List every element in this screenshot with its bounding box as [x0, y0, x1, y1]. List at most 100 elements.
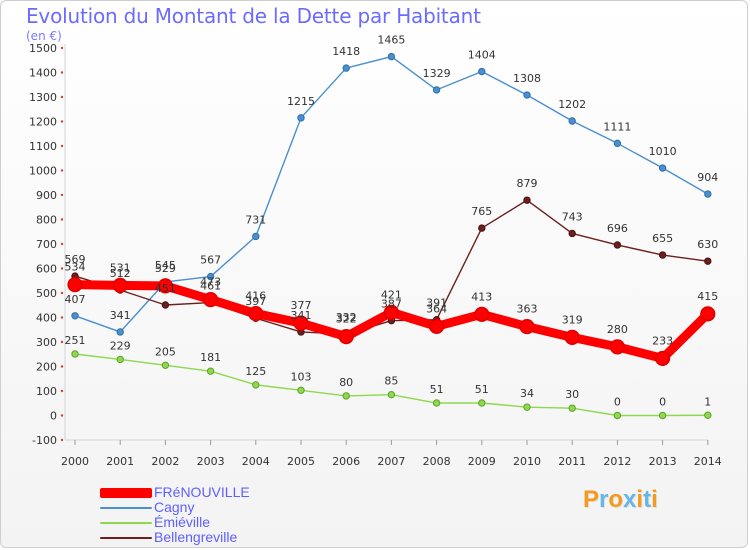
- y-tick-label: 1500: [29, 42, 57, 55]
- legend-label-emieville: Émiéville: [154, 514, 211, 530]
- y-tick-mark: [60, 316, 64, 319]
- data-label-series-2: 80: [339, 376, 353, 389]
- chart-title: Evolution du Montant de la Dette par Hab…: [26, 4, 481, 28]
- data-label-series-2: 30: [565, 388, 579, 401]
- y-tick-label: 0: [50, 410, 57, 423]
- data-label-series-1: 545: [155, 259, 176, 272]
- x-tick-label: 2006: [332, 455, 360, 468]
- series-point-1: [523, 91, 531, 99]
- y-tick-label: 900: [36, 189, 57, 202]
- y-tick-mark: [60, 120, 64, 123]
- brand-letter: i: [636, 486, 644, 513]
- x-tick-label: 2001: [106, 455, 134, 468]
- data-label-series-2: 51: [430, 383, 444, 396]
- series-point-3: [568, 229, 576, 238]
- data-label-series-3: 765: [471, 205, 492, 218]
- x-tick-label: 2005: [287, 455, 315, 468]
- series-point-1: [432, 86, 441, 94]
- y-tick-mark: [60, 389, 64, 393]
- y-tick-mark: [60, 46, 64, 50]
- data-label-series-2: 1: [704, 395, 711, 408]
- series-point-2: [342, 392, 350, 400]
- series-point-1: [252, 232, 260, 241]
- series-point-2: [297, 386, 305, 394]
- data-label-series-0: 421: [381, 288, 402, 301]
- series-point-0: [338, 329, 354, 345]
- series-point-3: [478, 224, 486, 232]
- series-point-0: [112, 277, 128, 294]
- series-point-0: [564, 329, 580, 345]
- brand-letter: x: [623, 486, 637, 513]
- data-label-series-3: 655: [652, 232, 673, 245]
- data-label-series-3: 332: [336, 311, 357, 324]
- y-tick-label: 1000: [29, 165, 57, 178]
- data-label-series-2: 181: [200, 351, 221, 364]
- x-tick-label: 2002: [151, 455, 179, 468]
- legend-label-bellengreville: Bellengreville: [154, 529, 238, 545]
- data-label-series-3: 397: [245, 295, 266, 308]
- series-point-0: [383, 304, 400, 320]
- data-label-series-3: 451: [155, 282, 176, 295]
- data-label-series-1: 1202: [558, 98, 586, 111]
- series-point-2: [658, 411, 667, 420]
- series-point-3: [523, 196, 531, 204]
- series-point-2: [387, 390, 396, 399]
- y-tick-mark: [60, 95, 64, 99]
- data-label-series-1: 1215: [287, 95, 315, 108]
- data-label-series-0: 364: [426, 302, 447, 315]
- brand-letter: t: [643, 486, 652, 513]
- chart-ticks: -100010020030040050060070080090010001100…: [29, 42, 722, 468]
- y-tick-mark: [60, 365, 64, 368]
- series-point-0: [474, 306, 490, 322]
- data-label-series-0: 280: [607, 323, 628, 336]
- data-label-series-1: 567: [200, 254, 221, 267]
- data-label-series-3: 512: [110, 267, 131, 280]
- series-point-0: [157, 278, 173, 294]
- series-point-2: [252, 381, 260, 389]
- y-tick-mark: [60, 291, 64, 295]
- y-tick-label: 600: [36, 263, 57, 276]
- data-label-series-1: 1308: [513, 72, 541, 85]
- data-label-series-2: 103: [291, 370, 312, 383]
- data-label-series-0: 534: [65, 261, 86, 274]
- series-point-2: [161, 361, 170, 369]
- series-point-2: [432, 399, 441, 407]
- x-tick-label: 2011: [558, 455, 586, 468]
- series-point-0: [609, 339, 626, 355]
- x-tick-label: 2008: [423, 455, 451, 468]
- series-point-1: [387, 52, 396, 61]
- y-tick-mark: [60, 218, 64, 221]
- legend-swatch-bellengreville: [100, 536, 152, 539]
- series-point-2: [71, 350, 79, 358]
- data-label-series-0: 377: [291, 299, 312, 312]
- y-tick-label: 500: [36, 287, 57, 300]
- series-point-2: [568, 404, 576, 412]
- series-point-0: [67, 277, 83, 293]
- x-tick-label: 2009: [468, 455, 496, 468]
- series-point-3: [704, 257, 712, 265]
- series-point-2: [704, 411, 712, 419]
- series-point-0: [203, 292, 219, 308]
- legend-swatch-frenouville: [100, 487, 152, 498]
- data-label-series-0: 531: [110, 261, 131, 274]
- data-label-series-3: 569: [65, 253, 86, 266]
- y-tick-label: 300: [36, 336, 57, 349]
- data-label-series-0: 233: [652, 334, 673, 347]
- series-point-1: [613, 139, 622, 148]
- series-point-3: [161, 301, 170, 309]
- data-label-series-1: 1329: [423, 67, 451, 80]
- data-label-series-1: 341: [110, 309, 131, 322]
- chart-data-labels: 534 531 529 473 416 377 322 421 364 413 363 319 280 2…: [65, 34, 719, 409]
- data-label-series-2: 85: [384, 375, 398, 388]
- data-label-series-3: 696: [607, 222, 628, 235]
- brand-letter: r: [599, 486, 609, 513]
- series-point-0: [654, 350, 671, 367]
- y-tick-label: 1200: [29, 116, 57, 129]
- data-label-series-3: 391: [426, 297, 447, 310]
- y-tick-label: 200: [36, 361, 57, 374]
- chart-series: [67, 52, 716, 420]
- y-tick-mark: [60, 414, 64, 417]
- y-tick-mark: [60, 71, 64, 74]
